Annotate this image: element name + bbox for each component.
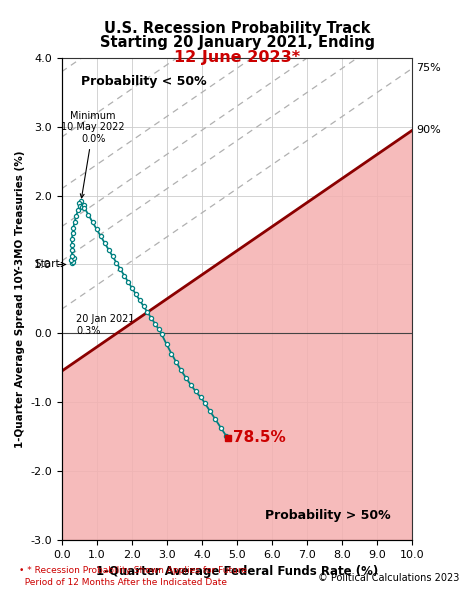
Text: Minimum
10 May 2022
0.0%: Minimum 10 May 2022 0.0% xyxy=(61,111,125,198)
Y-axis label: 1-Quarter Average Spread 10Y-3MO Treasuries (%): 1-Quarter Average Spread 10Y-3MO Treasur… xyxy=(15,150,25,448)
Text: • * Recession Probability Shown Applies for Future: • * Recession Probability Shown Applies … xyxy=(19,566,247,575)
Text: Period of 12 Months After the Indicated Date: Period of 12 Months After the Indicated … xyxy=(19,578,227,587)
Text: Probability > 50%: Probability > 50% xyxy=(265,509,391,522)
Text: 75%: 75% xyxy=(416,63,441,73)
Text: Starting 20 January 2021, Ending: Starting 20 January 2021, Ending xyxy=(100,35,374,50)
Text: Start: Start xyxy=(34,259,66,270)
Polygon shape xyxy=(62,130,412,540)
Text: © Political Calculations 2023: © Political Calculations 2023 xyxy=(319,573,460,583)
Text: 90%: 90% xyxy=(416,125,441,135)
Text: 78.5%: 78.5% xyxy=(233,431,285,445)
Text: U.S. Recession Probability Track: U.S. Recession Probability Track xyxy=(104,21,370,37)
X-axis label: 1-Quarter Average Federal Funds Rate (%): 1-Quarter Average Federal Funds Rate (%) xyxy=(96,565,378,578)
Text: Probability < 50%: Probability < 50% xyxy=(81,75,207,88)
Text: 12 June 2023*: 12 June 2023* xyxy=(174,50,300,65)
Text: 20 Jan 2021
0.3%: 20 Jan 2021 0.3% xyxy=(76,314,135,336)
